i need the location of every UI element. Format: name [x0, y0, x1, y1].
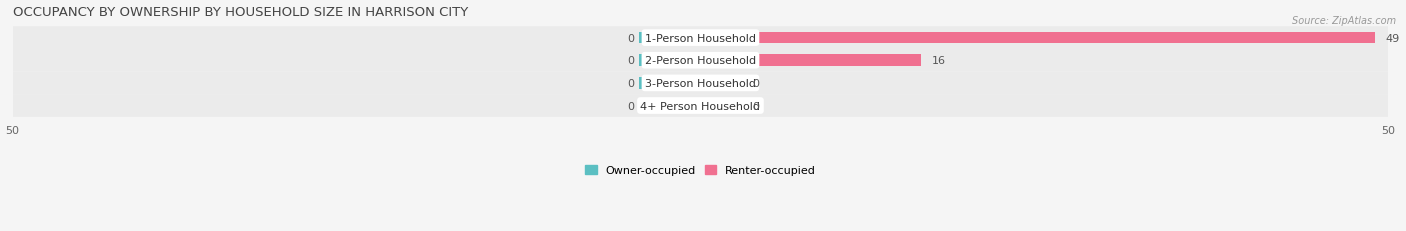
Bar	[638, 33, 700, 44]
Text: 0: 0	[627, 79, 634, 88]
Text: 0: 0	[627, 101, 634, 111]
FancyBboxPatch shape	[6, 95, 1396, 117]
Text: 0: 0	[627, 56, 634, 66]
Text: 1-Person Household: 1-Person Household	[645, 33, 756, 43]
Text: 0: 0	[627, 33, 634, 43]
Text: 2-Person Household: 2-Person Household	[645, 56, 756, 66]
Text: Source: ZipAtlas.com: Source: ZipAtlas.com	[1292, 16, 1396, 26]
Text: 49: 49	[1386, 33, 1400, 43]
Text: 16: 16	[932, 56, 946, 66]
Bar	[700, 78, 748, 89]
Text: 4+ Person Household: 4+ Person Household	[641, 101, 761, 111]
Text: OCCUPANCY BY OWNERSHIP BY HOUSEHOLD SIZE IN HARRISON CITY: OCCUPANCY BY OWNERSHIP BY HOUSEHOLD SIZE…	[13, 6, 468, 18]
FancyBboxPatch shape	[6, 50, 1396, 72]
Text: 0: 0	[752, 79, 759, 88]
Legend: Owner-occupied, Renter-occupied: Owner-occupied, Renter-occupied	[585, 165, 815, 175]
FancyBboxPatch shape	[6, 72, 1396, 95]
Text: 3-Person Household: 3-Person Household	[645, 79, 756, 88]
Bar	[638, 55, 700, 67]
Bar	[700, 55, 921, 67]
FancyBboxPatch shape	[6, 27, 1396, 50]
Bar	[638, 100, 700, 112]
Text: 0: 0	[752, 101, 759, 111]
Bar	[638, 78, 700, 89]
Bar	[700, 33, 1375, 44]
Bar	[700, 100, 748, 112]
